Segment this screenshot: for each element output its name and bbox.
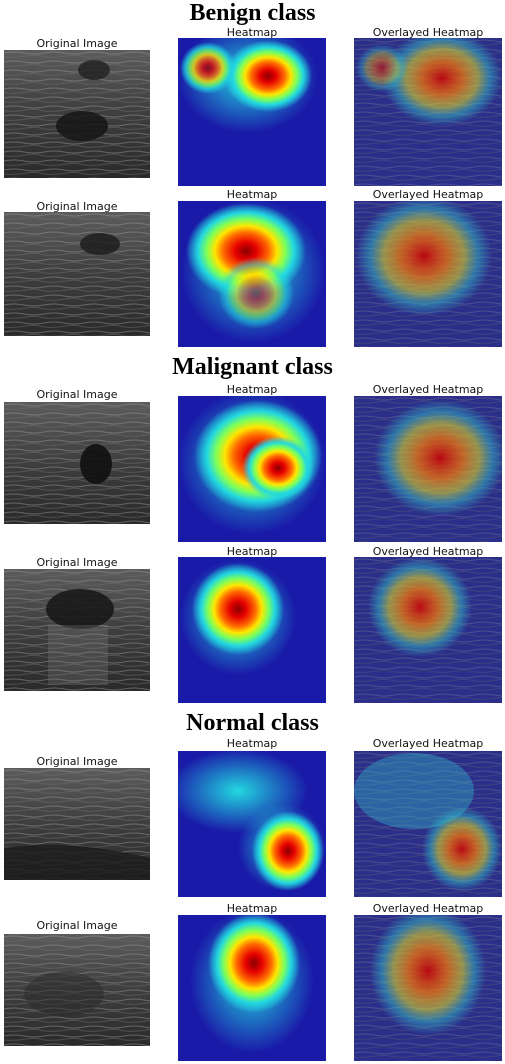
panel-title-heatmap: Heatmap: [226, 188, 278, 201]
section-title-normal: Normal class: [186, 710, 319, 736]
overlayed-heatmap-image: [354, 201, 502, 347]
section-title-malignant: Malignant class: [172, 354, 333, 380]
overlayed-heatmap-image: [354, 751, 502, 897]
panel-title-overlay: Overlayed Heatmap: [372, 383, 484, 396]
panel-title-overlay: Overlayed Heatmap: [372, 188, 484, 201]
panel-title-heatmap: Heatmap: [226, 737, 278, 750]
original-ultrasound-image: [4, 768, 150, 880]
original-ultrasound-image: [4, 934, 150, 1046]
section-title-benign: Benign class: [189, 0, 316, 26]
heatmap-image: [178, 396, 326, 542]
panel-title-original: Original Image: [36, 556, 118, 569]
heatmap-image: [178, 557, 326, 703]
heatmap-image: [178, 201, 326, 347]
overlayed-heatmap-image: [354, 915, 502, 1061]
original-ultrasound-image: [4, 569, 150, 691]
original-ultrasound-image: [4, 212, 150, 336]
panel-title-heatmap: Heatmap: [226, 383, 278, 396]
original-ultrasound-image: [4, 50, 150, 178]
panel-title-overlay: Overlayed Heatmap: [372, 737, 484, 750]
panel-title-original: Original Image: [36, 200, 118, 213]
panel-title-original: Original Image: [36, 37, 118, 50]
overlayed-heatmap-image: [354, 38, 502, 186]
panel-title-overlay: Overlayed Heatmap: [372, 902, 484, 915]
panel-title-overlay: Overlayed Heatmap: [372, 545, 484, 558]
overlayed-heatmap-image: [354, 557, 502, 703]
panel-title-heatmap: Heatmap: [226, 26, 278, 39]
panel-title-original: Original Image: [36, 755, 118, 768]
panel-title-heatmap: Heatmap: [226, 545, 278, 558]
panel-title-heatmap: Heatmap: [226, 902, 278, 915]
overlayed-heatmap-image: [354, 396, 502, 542]
heatmap-image: [178, 38, 326, 186]
panel-title-original: Original Image: [36, 919, 118, 932]
panel-title-overlay: Overlayed Heatmap: [372, 26, 484, 39]
heatmap-image: [178, 751, 326, 897]
original-ultrasound-image: [4, 402, 150, 524]
heatmap-image: [178, 915, 326, 1061]
panel-title-original: Original Image: [36, 388, 118, 401]
